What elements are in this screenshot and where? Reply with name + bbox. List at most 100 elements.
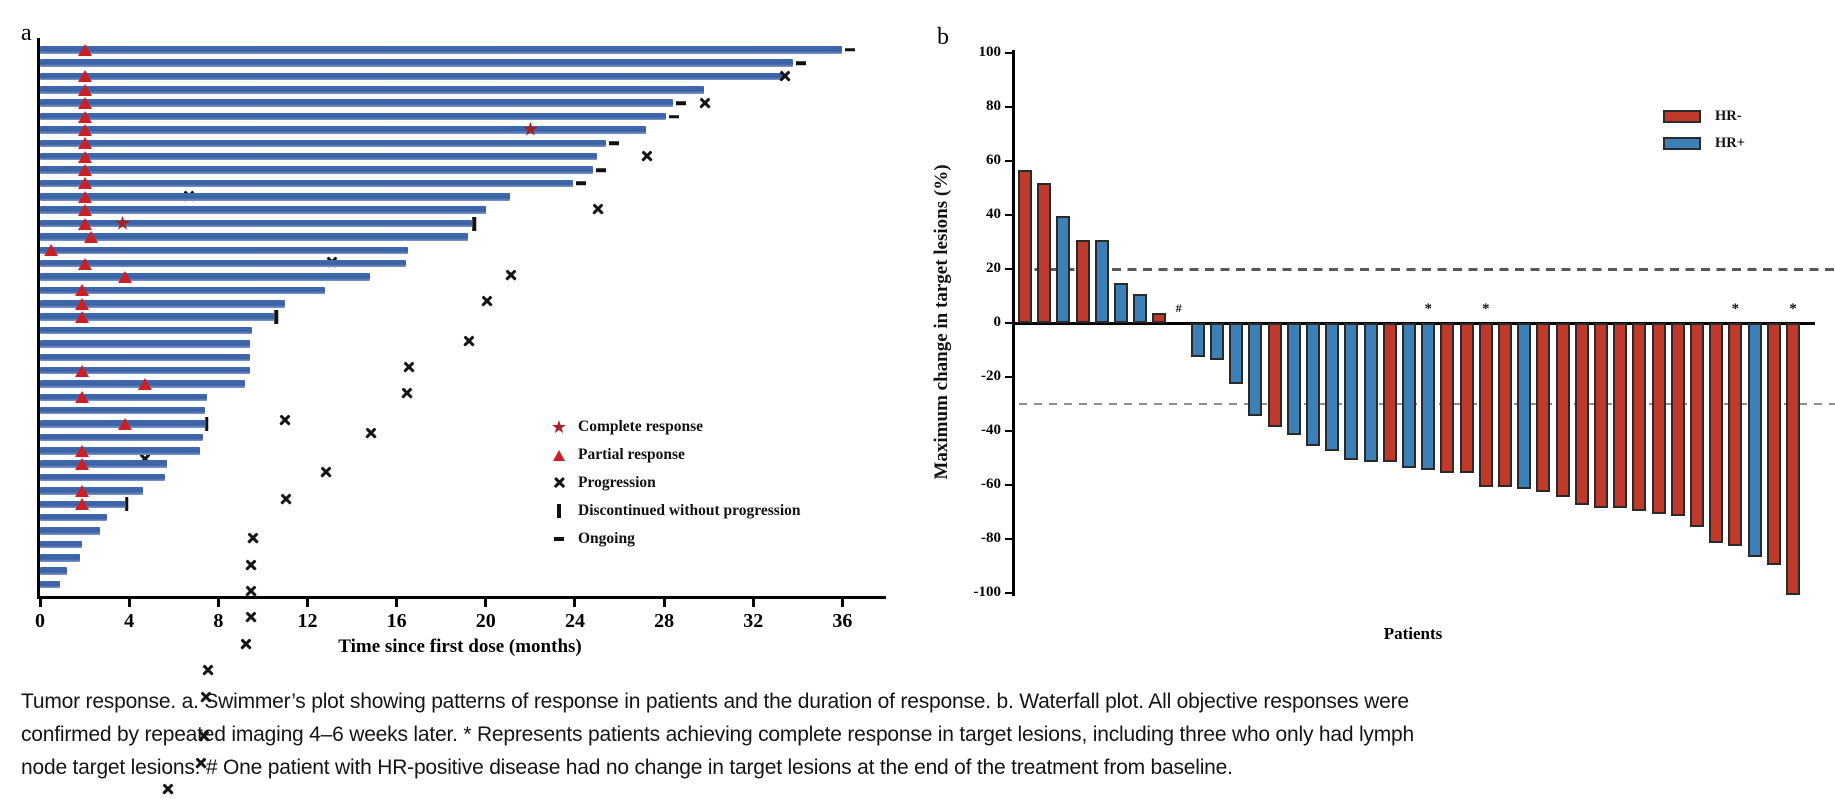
waterfall-bar <box>1114 283 1128 323</box>
swimmer-bar <box>40 433 203 442</box>
swimmer-legend-label: Complete response <box>578 418 703 435</box>
swimmer-legend: ★ Complete response Partial response Progre… <box>546 413 801 553</box>
waterfall-bar <box>1613 322 1628 509</box>
progression-marker <box>699 96 712 109</box>
progression-marker <box>244 585 257 598</box>
triangle-icon <box>77 164 92 177</box>
waterfall-y-tick <box>1005 537 1012 541</box>
waterfall-legend: HR- HR+ <box>1663 103 1745 157</box>
waterfall-legend-label: HR+ <box>1715 135 1746 151</box>
swimmer-bar <box>40 286 326 295</box>
discontinued-marker <box>274 310 278 325</box>
swimmer-x-tick-label: 4 <box>124 610 135 632</box>
partial-response-marker <box>77 217 92 230</box>
ongoing-marker <box>575 181 586 186</box>
swimmer-x-tick-label: 16 <box>386 610 407 632</box>
triangle-icon <box>77 137 92 150</box>
discontinued-marker <box>472 216 477 231</box>
swimmer-bar <box>40 206 486 214</box>
waterfall-y-tick <box>1005 429 1012 433</box>
star-icon: ★ <box>546 417 572 438</box>
waterfall-bar <box>1690 322 1704 527</box>
waterfall-bar <box>1133 294 1148 323</box>
swimmer-legend-item: Ongoing <box>546 525 801 553</box>
triangle-icon <box>77 70 92 83</box>
waterfall-y-tick <box>1005 375 1012 379</box>
waterfall-bar <box>1190 322 1205 357</box>
partial-response-marker <box>77 164 92 177</box>
waterfall-bar <box>1210 322 1224 360</box>
ongoing-marker <box>595 168 606 172</box>
swimmer-x-tick <box>573 599 577 607</box>
swimmer-bar <box>40 487 143 495</box>
partial-response-marker <box>77 123 92 136</box>
swimmer-x-tick-label: 20 <box>475 610 496 632</box>
caption-line-1: Tumor response. a. Swimmer’s plot showin… <box>21 690 1409 713</box>
partial-response-marker <box>77 257 92 270</box>
dash-icon <box>676 101 687 105</box>
partial-response-marker <box>77 83 92 96</box>
swimmer-legend-item: Discontinued without progression <box>546 497 801 525</box>
progression-marker <box>462 334 475 347</box>
swimmer-bar <box>40 273 370 281</box>
triangle-icon <box>77 83 92 96</box>
swimmer-bar <box>40 166 593 174</box>
partial-response-marker <box>77 150 92 163</box>
swimmer-x-tick-label: 0 <box>35 610 45 632</box>
waterfall-bar <box>1402 322 1416 468</box>
waterfall-bar <box>1478 322 1493 487</box>
waterfall-bar <box>1555 322 1570 498</box>
swimmer-bar <box>40 219 473 228</box>
waterfall-bar <box>1152 312 1167 323</box>
triangle-glyph <box>553 449 565 461</box>
waterfall-y-tick <box>1005 591 1012 595</box>
swimmer-bar <box>40 326 252 335</box>
partial-response-marker <box>117 418 132 431</box>
swimmer-plot: 0 4 8 12 16 20 24 28 32 36 ★ ★ <box>0 0 886 796</box>
swimmer-bar <box>40 393 208 402</box>
reference-line-plus20 <box>1019 267 1835 271</box>
swimmer-x-axis <box>37 596 886 599</box>
figure-caption: Tumor response. a. Swimmer’s plot showin… <box>21 685 1821 784</box>
dash-icon <box>575 181 586 186</box>
dash-icon <box>669 114 680 119</box>
triangle-icon <box>117 271 132 284</box>
swimmer-bar <box>40 580 61 589</box>
waterfall-y-tick-label: 40 <box>986 206 1001 222</box>
triangle-icon <box>75 498 90 511</box>
waterfall-y-tick <box>1005 159 1012 163</box>
waterfall-bar <box>1747 322 1762 557</box>
swimmer-x-tick <box>751 599 755 607</box>
waterfall-bar <box>1363 322 1378 463</box>
waterfall-legend-item: HR+ <box>1663 130 1745 157</box>
swimmer-bar <box>40 447 201 455</box>
swimmer-bar <box>40 152 598 161</box>
ongoing-marker <box>845 48 856 52</box>
cross-glyph <box>553 477 566 490</box>
waterfall-bar <box>1670 322 1685 517</box>
swimmer-bar <box>40 540 83 549</box>
complete-response-asterisk: * <box>1789 301 1797 317</box>
triangle-icon <box>77 177 92 190</box>
waterfall-y-tick <box>1005 105 1012 109</box>
swimmer-bar <box>40 460 168 468</box>
waterfall-y-tick-label: 20 <box>986 260 1001 276</box>
partial-response-marker <box>75 284 90 297</box>
swimmer-bar <box>40 193 511 201</box>
triangle-icon <box>75 284 90 297</box>
partial-response-marker <box>75 484 90 497</box>
progression-marker <box>592 202 605 215</box>
waterfall-bar <box>1459 322 1474 473</box>
partial-response-marker <box>77 97 92 110</box>
progression-marker <box>202 664 215 677</box>
waterfall-y-axis-title: Maximum change in target lesions (%) <box>931 164 952 480</box>
triangle-icon <box>77 97 92 110</box>
swimmer-x-tick-label: 8 <box>213 610 224 632</box>
waterfall-bar <box>1517 322 1532 490</box>
swimmer-x-tick-label: 12 <box>297 610 318 632</box>
swimmer-bar <box>40 59 794 67</box>
waterfall-bar <box>1306 322 1320 446</box>
ongoing-marker <box>676 101 687 105</box>
swimmer-bar <box>40 86 705 94</box>
swimmer-x-axis-title: Time since first dose (months) <box>338 636 582 657</box>
